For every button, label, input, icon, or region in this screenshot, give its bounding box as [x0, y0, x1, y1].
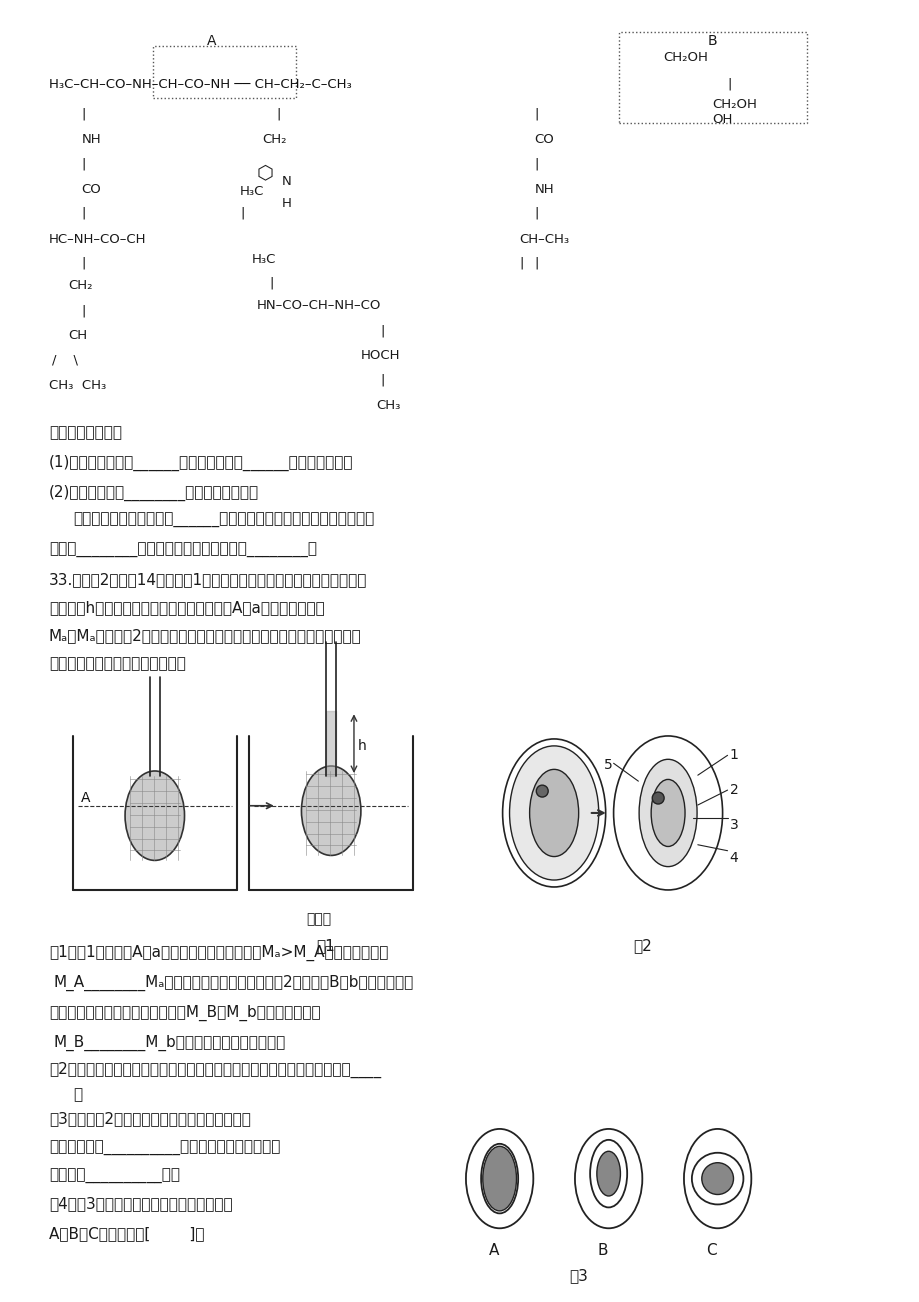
Circle shape [701, 1163, 732, 1194]
Text: |: | [82, 207, 85, 220]
Text: A: A [207, 34, 217, 48]
Text: |: | [380, 324, 385, 337]
Text: |: | [82, 158, 85, 171]
Bar [618, 33, 806, 124]
Text: CO: CO [82, 184, 101, 197]
Text: CH: CH [69, 329, 87, 342]
Text: |: | [82, 305, 85, 318]
Text: 2: 2 [729, 783, 737, 797]
Text: （1）图1中，如果A、a均为蔗糖溶液，且开始时Mₐ>M_A，则达到平衡后: （1）图1中，如果A、a均为蔗糖溶液，且开始时Mₐ>M_A，则达到平衡后 [49, 945, 388, 961]
Text: CH–CH₃: CH–CH₃ [519, 233, 569, 246]
Text: CH₃  CH₃: CH₃ CH₃ [49, 379, 106, 392]
Text: A: A [81, 790, 90, 805]
Text: |: | [380, 374, 385, 387]
Text: |: | [269, 276, 274, 289]
Text: A、B、C中错误的是[        ]。: A、B、C中错误的是[ ]。 [49, 1226, 204, 1241]
Text: A: A [488, 1243, 498, 1258]
Text: |: | [534, 256, 539, 270]
Text: (2)该化合物是由________个氨基酸组成的，: (2)该化合物是由________个氨基酸组成的， [49, 486, 258, 501]
Text: 图2: 图2 [632, 939, 652, 953]
Text: 5: 5 [603, 758, 612, 772]
Text: 。: 。 [74, 1087, 83, 1103]
Ellipse shape [509, 746, 598, 880]
Text: HOCH: HOCH [360, 349, 400, 362]
Text: CH₂OH: CH₂OH [712, 98, 756, 111]
Text: 图1: 图1 [316, 939, 335, 953]
Text: CO: CO [534, 133, 553, 146]
Text: （2）把发生了质壁分离的细胞重置于清水中，不能复原，最可能的原因是____: （2）把发生了质壁分离的细胞重置于清水中，不能复原，最可能的原因是____ [49, 1061, 380, 1078]
Text: OH: OH [712, 113, 732, 126]
Ellipse shape [596, 1151, 619, 1197]
Ellipse shape [639, 759, 697, 867]
Text: C: C [706, 1243, 716, 1258]
Text: 请据图分析回答：: 请据图分析回答： [49, 426, 121, 440]
Text: 半透膜: 半透膜 [306, 913, 331, 926]
Text: HN–CO–CH–NH–CO: HN–CO–CH–NH–CO [256, 299, 380, 312]
Ellipse shape [125, 771, 185, 861]
Ellipse shape [301, 766, 360, 855]
Circle shape [536, 785, 548, 797]
Text: CH₂: CH₂ [262, 133, 286, 146]
Text: 将其置于__________中。: 将其置于__________中。 [49, 1169, 179, 1184]
Text: 1: 1 [729, 749, 738, 763]
Text: ⬡: ⬡ [256, 163, 274, 182]
Text: CH₂OH: CH₂OH [663, 51, 708, 64]
Text: HC–NH–CO–CH: HC–NH–CO–CH [49, 233, 146, 246]
Text: M_A________Mₐ（填大于、等于、小于）；图2中，如果B、b分别表示蔗糖: M_A________Mₐ（填大于、等于、小于）；图2中，如果B、b分别表示蔗糖 [53, 975, 414, 991]
Text: 分离过程图。请根据图回答问题：: 分离过程图。请根据图回答问题： [49, 656, 186, 671]
Text: |: | [240, 207, 244, 220]
Text: 图3: 图3 [569, 1268, 588, 1282]
Text: (1)该化合物中含有______个游离的氨基，______个游离的羧基。: (1)该化合物中含有______个游离的氨基，______个游离的羧基。 [49, 456, 353, 471]
Text: |: | [534, 207, 539, 220]
Text: NH: NH [534, 184, 553, 197]
Text: H: H [281, 197, 291, 210]
Text: NH: NH [82, 133, 101, 146]
Text: 溶液和细胞液，且起始浓度分别为M_B、M_b，则达到平衡后: 溶液和细胞液，且起始浓度分别为M_B、M_b，则达到平衡后 [49, 1005, 320, 1021]
Text: /    \: / \ [51, 354, 77, 367]
Text: 构中的________，请写出氨基酸的结构通式________。: 构中的________，请写出氨基酸的结构通式________。 [49, 543, 316, 557]
Text: |: | [82, 256, 85, 270]
Text: （4）图3为三位同学绘的质壁分离细胞图，: （4）图3为三位同学绘的质壁分离细胞图， [49, 1197, 233, 1211]
Text: 3: 3 [729, 818, 737, 832]
Text: |: | [534, 158, 539, 171]
Ellipse shape [482, 1146, 516, 1211]
Text: 层之间充满了__________，要使该细胞复原，最好: 层之间充满了__________，要使该细胞复原，最好 [49, 1141, 279, 1156]
Text: H₃C: H₃C [240, 185, 264, 198]
Bar [153, 46, 296, 98]
Text: （3）处于图2右边状态的细胞在细胞壁与原生质: （3）处于图2右边状态的细胞在细胞壁与原生质 [49, 1111, 250, 1126]
Text: |: | [727, 78, 732, 91]
Text: N: N [281, 174, 291, 187]
Circle shape [652, 792, 664, 805]
Text: |: | [277, 108, 280, 121]
Text: H₃C: H₃C [252, 253, 276, 266]
Text: 组成该化合物的氨基酸有______种，区别这些氨基酸的种类是依靠其结: 组成该化合物的氨基酸有______种，区别这些氨基酸的种类是依靠其结 [74, 513, 374, 527]
Text: h: h [357, 738, 367, 753]
Text: 4: 4 [729, 850, 737, 865]
Text: 33.（每空2分，共14分）下图1表示渗透作用装置，一段时间后液面上升: 33.（每空2分，共14分）下图1表示渗透作用装置，一段时间后液面上升 [49, 573, 367, 587]
Ellipse shape [529, 769, 578, 857]
Text: B: B [707, 34, 717, 48]
Text: 的高度为h，其中半透膜为膀胱膜，装置溶液A、a起始浓度分别用: 的高度为h，其中半透膜为膀胱膜，装置溶液A、a起始浓度分别用 [49, 600, 324, 616]
Text: H₃C–CH–CO–NH–CH–CO–NH ── CH–CH₂–C–CH₃: H₃C–CH–CO–NH–CH–CO–NH ── CH–CH₂–C–CH₃ [49, 78, 351, 91]
Text: |: | [534, 108, 539, 121]
Text: Mₐ、Mₐ表示；图2表示一个洋葱鳞片叶表皮细胞放在蔗糖溶液后发生质壁: Mₐ、Mₐ表示；图2表示一个洋葱鳞片叶表皮细胞放在蔗糖溶液后发生质壁 [49, 628, 361, 643]
Text: CH₃: CH₃ [375, 398, 400, 411]
Text: CH₂: CH₂ [69, 280, 93, 293]
Text: |: | [82, 108, 85, 121]
Text: B: B [596, 1243, 607, 1258]
Text: |: | [519, 256, 523, 270]
Text: M_B________M_b（填大于、等于、小于）。: M_B________M_b（填大于、等于、小于）。 [53, 1035, 286, 1051]
Ellipse shape [651, 780, 685, 846]
